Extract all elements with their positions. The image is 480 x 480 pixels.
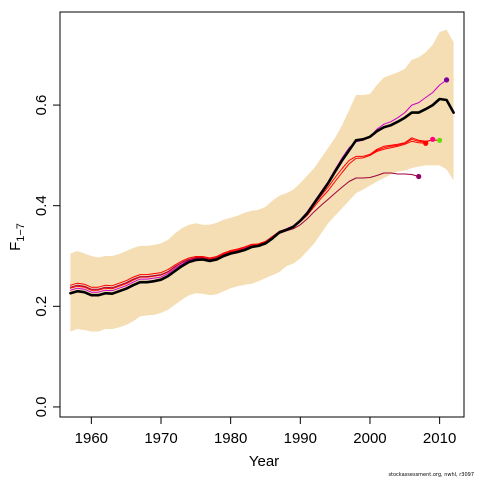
- y-axis-title-bar: ‾: [0, 238, 13, 245]
- end-dot-layer: [416, 77, 450, 180]
- series-layer: [69, 79, 455, 297]
- x-tick-label: 1990: [284, 430, 317, 447]
- series-end-dot-retro-2007: [416, 173, 422, 180]
- series-end-dot-retro-2010: [437, 137, 443, 143]
- x-axis: 1960 1970 1980 1990 2000 2010: [75, 417, 456, 447]
- x-axis-title: Year: [249, 453, 279, 470]
- svg-text:F1−7: F1−7: [7, 223, 27, 251]
- plot-frame: [59, 11, 465, 418]
- y-tick-label: 0.6: [33, 95, 50, 116]
- y-tick-label: 0.0: [33, 397, 50, 418]
- series-end-dot-retro-2008: [423, 140, 429, 146]
- x-tick-label: 1970: [144, 430, 177, 447]
- x-tick-label: 1960: [75, 430, 108, 447]
- series-end-dot-retro-2011: [444, 77, 450, 83]
- y-axis-title-main: F: [7, 242, 24, 251]
- footer-note: stockassessment.org, nwhl, r3097: [388, 472, 474, 478]
- y-axis-title: F1−7 ‾: [0, 223, 27, 251]
- confidence-band: [70, 29, 454, 332]
- series-line-retro-2008: [369, 140, 427, 156]
- x-tick-label: 2000: [353, 430, 386, 447]
- y-tick-label: 0.2: [33, 296, 50, 317]
- y-tick-label: 0.4: [33, 195, 50, 216]
- confidence-band-layer: [70, 29, 454, 332]
- series-line-estimate: [69, 97, 455, 297]
- x-tick-label: 2010: [423, 430, 456, 447]
- series-end-dot-retro-2009: [430, 136, 436, 142]
- y-axis-title-subscript: 1−7: [15, 223, 27, 242]
- y-axis: 0.0 0.2 0.4 0.6: [33, 95, 60, 418]
- x-tick-label: 1980: [214, 430, 247, 447]
